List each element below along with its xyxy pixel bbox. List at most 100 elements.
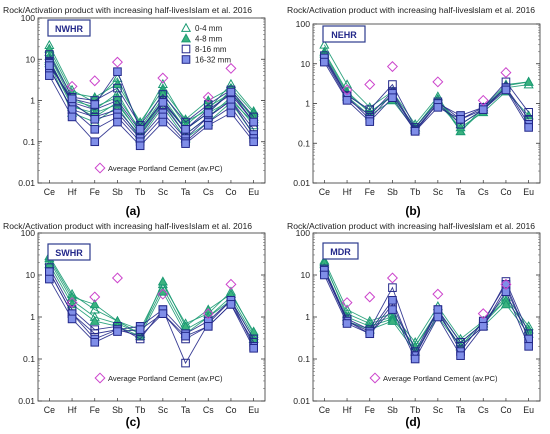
pc-marker (89, 291, 101, 303)
dataset-tag: NEHR (331, 30, 357, 40)
panel-b: Rock/Activation product with increasing … (287, 5, 541, 218)
y-tick-label: 100 (296, 228, 311, 238)
x-tick-label-cs: Cs (478, 187, 489, 197)
series-line-16-32 (48, 271, 255, 347)
x-tick-label-sc: Sc (433, 187, 444, 197)
data-point-16-32 (388, 305, 397, 314)
series-line-16-32 (48, 65, 255, 131)
x-tick-label-ta: Ta (181, 187, 190, 197)
x-tick-label-cs: Cs (203, 405, 214, 415)
y-tick-label: 0.01 (293, 178, 310, 188)
panel-caption: (d) (405, 415, 420, 429)
data-point-16-32 (203, 108, 213, 118)
pc-marker (225, 278, 237, 290)
x-tick-label-sb: Sb (112, 405, 123, 415)
y-tick-label: 0.01 (293, 396, 310, 406)
pc-legend-icon (369, 372, 381, 384)
chart-title: Rock/Activation product with increasing … (3, 221, 189, 231)
source-label: Islam et al. 2016 (472, 5, 535, 15)
x-tick-label-cs: Cs (203, 187, 214, 197)
data-point-16-32 (501, 287, 511, 297)
series-line-0-4 (323, 44, 529, 133)
y-tick-label: 100 (21, 228, 36, 238)
data-point-8-16 (388, 80, 397, 89)
series-group (44, 250, 259, 368)
y-axis: 0.01 0.1 1 10 100 (18, 13, 265, 188)
legend-marker (181, 44, 191, 54)
pc-marker (500, 278, 512, 290)
pc-legend-icon (94, 162, 106, 174)
data-point-4-8 (89, 299, 100, 309)
y-tick-label: 0.1 (23, 137, 35, 147)
y-axis: 0.01 0.1 1 10 100 (293, 19, 540, 188)
pc-marker (432, 76, 444, 88)
pc-marker (66, 80, 78, 92)
data-point-16-32 (320, 57, 329, 67)
pc-marker (364, 291, 376, 303)
x-tick-label-tb: Tb (410, 405, 420, 415)
x-tick-label-hf: Hf (68, 405, 77, 415)
data-point-16-32 (181, 139, 190, 148)
data-point-16-32 (456, 351, 465, 360)
pc-legend-icon (94, 372, 106, 384)
data-point-16-32 (135, 325, 145, 334)
data-point-16-32 (456, 115, 465, 124)
dataset-tag: NWHR (55, 24, 83, 34)
legend-label: 16-32 mm (195, 56, 231, 65)
legend-label: 4-8 mm (195, 35, 222, 44)
x-tick-label-eu: Eu (248, 187, 259, 197)
data-point-16-32 (90, 337, 100, 347)
panel-a: Rock/Activation product with increasing … (3, 5, 266, 218)
x-axis: Ce Hf Fe Sb Tb Sc Ta Cs Co Eu (44, 180, 259, 197)
series-line-16-32 (323, 61, 530, 133)
y-tick-label: 1 (30, 312, 35, 322)
data-point-16-32 (249, 137, 258, 147)
data-point-16-32 (524, 342, 533, 351)
series-line-4-8 (48, 55, 254, 131)
data-point-16-32 (135, 141, 145, 151)
x-tick-label-sc: Sc (158, 187, 169, 197)
x-axis: Ce Hf Fe Sb Tb Sc Ta Cs Co Eu (44, 398, 259, 415)
data-point-16-32 (342, 96, 352, 105)
pc-marker (202, 308, 214, 320)
data-point-16-32 (203, 121, 213, 130)
pc-marker (225, 62, 237, 74)
data-point-16-32 (365, 117, 375, 126)
data-point-16-32 (433, 312, 443, 322)
data-point-16-32 (90, 137, 100, 147)
data-point-16-32 (433, 305, 443, 314)
data-point-16-32 (45, 61, 54, 70)
data-point-4-8 (523, 76, 534, 86)
data-point-8-16 (45, 50, 54, 59)
pc-legend-label: Average Portland Cement (av.PC) (108, 374, 223, 383)
x-tick-label-cs: Cs (478, 405, 489, 415)
panel-caption: (b) (405, 204, 420, 218)
pc-marker (432, 288, 444, 300)
x-tick-label-ta: Ta (456, 187, 465, 197)
dataset-tag-box (322, 242, 359, 260)
data-point-16-32 (181, 331, 190, 341)
data-point-4-8 (500, 299, 511, 309)
y-tick-label: 0.1 (298, 138, 310, 148)
data-point-16-32 (433, 103, 443, 112)
x-tick-label-tb: Tb (135, 187, 145, 197)
pc-marker (341, 297, 353, 309)
series-line-8-16 (323, 271, 530, 357)
legend-marker (180, 33, 192, 43)
pc-marker (89, 75, 101, 87)
pc-marker (500, 67, 512, 79)
data-point-16-32 (113, 117, 122, 127)
y-tick-label: 1 (305, 312, 310, 322)
y-tick-label: 0.1 (298, 354, 310, 364)
data-point-16-32 (342, 319, 352, 328)
y-tick-label: 100 (296, 19, 311, 29)
data-point-16-32 (67, 112, 77, 122)
x-tick-label-hf: Hf (343, 405, 352, 415)
x-tick-label-sc: Sc (433, 405, 444, 415)
dataset-tag-box (322, 25, 366, 43)
series-line-16-32 (48, 75, 255, 147)
y-tick-label: 1 (305, 99, 310, 109)
x-axis: Ce Hf Fe Sb Tb Sc Ta Cs Co Eu (319, 180, 534, 197)
chart-title: Rock/Activation product with increasing … (287, 221, 473, 231)
portland-cement-points (341, 61, 512, 106)
